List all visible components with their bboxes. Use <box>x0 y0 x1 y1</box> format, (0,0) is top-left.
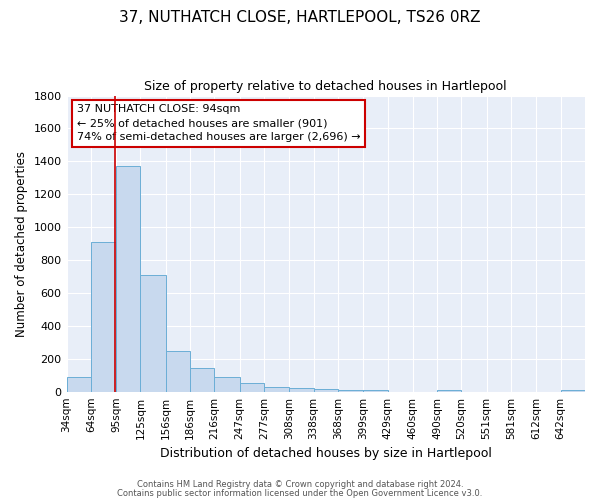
Title: Size of property relative to detached houses in Hartlepool: Size of property relative to detached ho… <box>145 80 507 93</box>
Text: Contains HM Land Registry data © Crown copyright and database right 2024.: Contains HM Land Registry data © Crown c… <box>137 480 463 489</box>
Text: 37 NUTHATCH CLOSE: 94sqm
← 25% of detached houses are smaller (901)
74% of semi-: 37 NUTHATCH CLOSE: 94sqm ← 25% of detach… <box>77 104 361 142</box>
Bar <box>560 390 585 392</box>
Bar <box>338 390 363 392</box>
Bar <box>116 166 140 392</box>
Text: 37, NUTHATCH CLOSE, HARTLEPOOL, TS26 0RZ: 37, NUTHATCH CLOSE, HARTLEPOOL, TS26 0RZ <box>119 10 481 25</box>
Text: Contains public sector information licensed under the Open Government Licence v3: Contains public sector information licen… <box>118 489 482 498</box>
Bar <box>239 382 264 392</box>
Bar <box>140 275 166 392</box>
Bar <box>67 377 91 392</box>
Bar <box>289 388 314 392</box>
Bar <box>91 242 116 392</box>
Bar <box>363 390 388 392</box>
Bar <box>314 389 338 392</box>
Bar <box>264 386 289 392</box>
Bar <box>214 377 239 392</box>
Bar <box>166 350 190 392</box>
X-axis label: Distribution of detached houses by size in Hartlepool: Distribution of detached houses by size … <box>160 447 492 460</box>
Bar <box>437 390 461 392</box>
Y-axis label: Number of detached properties: Number of detached properties <box>15 150 28 336</box>
Bar <box>190 368 214 392</box>
